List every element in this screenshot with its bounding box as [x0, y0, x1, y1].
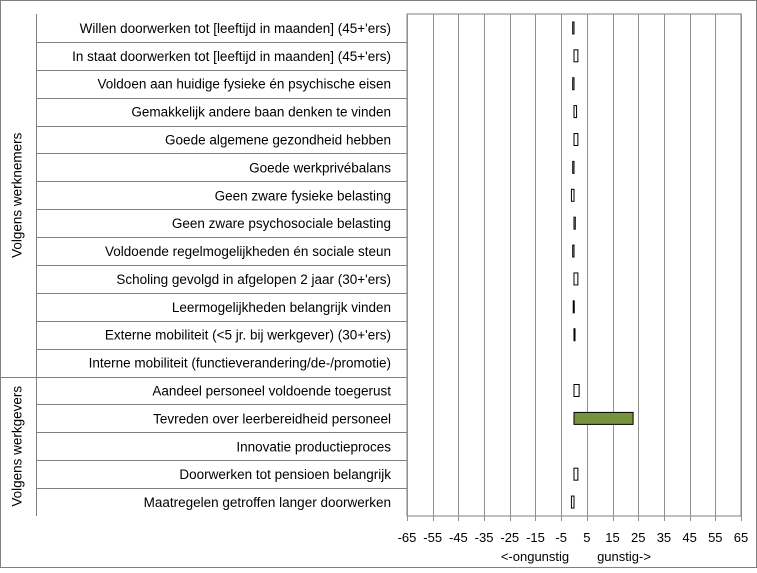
group-label: Volgens werkgevers	[10, 386, 25, 507]
category-label: Interne mobiliteit (functieverandering/d…	[89, 356, 391, 371]
x-tick-label: 55	[708, 530, 722, 545]
category-label: Goede werkprivébalans	[249, 160, 391, 175]
x-tick-label: -55	[423, 530, 442, 545]
bar	[573, 216, 576, 230]
bar	[572, 244, 575, 258]
bar	[573, 411, 634, 425]
x-axis-label-right: gunstig->	[597, 549, 651, 564]
bar	[572, 21, 575, 35]
x-tick-label: -35	[475, 530, 494, 545]
bar	[573, 467, 579, 481]
category-label: Geen zware psychosociale belasting	[172, 216, 391, 231]
category-label: Maatregelen getroffen langer doorwerken	[144, 495, 391, 510]
x-tick-label: 5	[583, 530, 590, 545]
bar	[573, 105, 578, 119]
x-tick-label: 15	[605, 530, 619, 545]
x-tick-label: 45	[682, 530, 696, 545]
category-label: Scholing gevolgd in afgelopen 2 jaar (30…	[116, 272, 391, 287]
bar	[573, 384, 580, 397]
x-tick-label: 35	[657, 530, 671, 545]
category-label: Willen doorwerken tot [leeftijd in maand…	[80, 21, 391, 36]
category-label: Leermogelijkheden belangrijk vinden	[172, 300, 391, 315]
x-tick-label: -25	[500, 530, 519, 545]
category-label: Gemakkelijk andere baan denken te vinden	[131, 105, 391, 120]
group-label: Volgens werknemers	[10, 132, 25, 258]
x-tick-label: -5	[555, 530, 567, 545]
x-tick-label: -65	[398, 530, 417, 545]
category-label: Innovatie productieproces	[236, 439, 391, 454]
x-tick-label: -45	[449, 530, 468, 545]
category-label: Voldoende regelmogelijkheden én sociale …	[105, 244, 391, 259]
x-tick-label: 65	[734, 530, 748, 545]
bar	[572, 77, 575, 91]
x-tick-label: 25	[631, 530, 645, 545]
category-label: In staat doorwerken tot [leeftijd in maa…	[72, 49, 391, 64]
bar	[573, 133, 579, 146]
category-label: Aandeel personeel voldoende toegerust	[152, 384, 391, 399]
bar	[572, 160, 575, 174]
bar	[573, 49, 579, 63]
bar	[573, 328, 576, 342]
category-label: Geen zware fysieke belasting	[215, 188, 391, 203]
x-tick-label: -15	[526, 530, 545, 545]
bar	[570, 495, 575, 509]
bar	[573, 272, 579, 286]
category-label: Doorwerken tot pensioen belangrijk	[179, 467, 391, 482]
category-label: Goede algemene gezondheid hebben	[165, 133, 391, 148]
category-label: Voldoen aan huidige fysieke én psychisch…	[98, 77, 391, 92]
x-axis-label-left: <-ongunstig	[501, 549, 569, 564]
category-label: Externe mobiliteit (<5 jr. bij werkgever…	[105, 328, 391, 343]
bar	[572, 300, 575, 314]
bar	[570, 188, 575, 202]
category-label: Tevreden over leerbereidheid personeel	[153, 411, 391, 426]
